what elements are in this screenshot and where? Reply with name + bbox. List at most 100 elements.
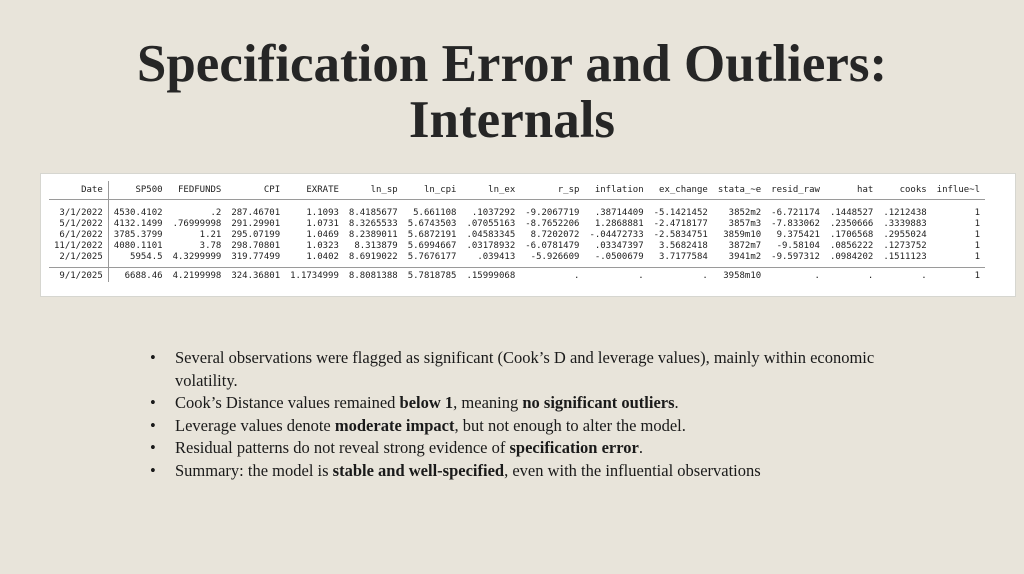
table-cell: .1448527 [829, 208, 874, 218]
table-cell: 1 [974, 230, 981, 240]
table-cell: 3785.3799 [113, 230, 163, 240]
table-cell: 4530.4102 [113, 208, 163, 218]
table-header-row: Date SP500 FEDFUNDS CPI EXRATE ln_sp ln_cpi ln_… [49, 181, 986, 200]
bullet-text: , even with the influential observations [504, 460, 761, 480]
table-cell: .07055163 [466, 219, 516, 229]
separator-cell [49, 267, 109, 268]
table-cell: 319.77499 [231, 252, 281, 262]
table-cell: 3.78 [199, 241, 222, 251]
separator-cell [766, 267, 825, 268]
table-cell: . [638, 271, 644, 281]
table-row: 9/1/2025 6688.46 4.2199998 324.36801 1.17349… [49, 268, 985, 282]
table-cell: 3/1/2022 [49, 199, 109, 219]
column-header: influe~l [931, 181, 986, 200]
table-cell: .15999068 [466, 271, 516, 281]
table-cell: 6/1/2022 [49, 230, 109, 241]
table-cell: .1273752 [883, 241, 927, 251]
table-cell: 1 [974, 208, 981, 218]
column-header: ex_change [648, 181, 713, 200]
table-cell: .03178932 [466, 241, 516, 251]
table-cell: 1 [974, 219, 981, 229]
table-cell: . [574, 271, 580, 281]
table-cell: 1.0469 [306, 230, 339, 240]
table-cell: .03347397 [594, 241, 644, 251]
table-cell: 5.6872191 [407, 230, 457, 240]
table-cell: 3.7177584 [659, 252, 708, 262]
table-cell: 8.8081388 [348, 271, 398, 281]
table-cell: 3857m3 [728, 219, 762, 229]
separator-cell [648, 267, 713, 268]
table-cell: 1.1734999 [290, 271, 339, 281]
table-cell: -.04472733 [589, 230, 644, 240]
column-header: hat [824, 181, 879, 200]
bullet-emphasis: no significant outliers [522, 393, 675, 412]
table-cell: . [867, 271, 874, 281]
table-cell: 6688.46 [124, 271, 163, 281]
column-header: Date [49, 181, 109, 200]
table-cell: 1 [974, 271, 981, 281]
table-cell: 295.07199 [231, 230, 281, 240]
column-header: resid_raw [766, 181, 825, 200]
table-cell: 1.2868881 [594, 219, 644, 229]
bullet-text: , but not enough to alter the model. [454, 415, 686, 435]
table-cell: -6.0781479 [525, 241, 580, 251]
table-cell: 1.0731 [306, 219, 339, 229]
table-cell: 8.2389011 [348, 230, 398, 240]
table-cell: -9.58104 [776, 241, 820, 251]
table-cell: .2955024 [883, 230, 927, 240]
table-cell: -2.4718177 [653, 219, 708, 229]
table-cell: -5.1421452 [653, 208, 708, 218]
separator-cell [824, 267, 879, 268]
table-cell: 4132.1499 [113, 219, 163, 229]
separator-cell [226, 267, 286, 268]
bullet-text: Cook’s Distance values remained [175, 393, 400, 412]
bullet-item: Residual patterns do not reveal strong e… [148, 437, 928, 460]
table-cell: 4.2199998 [172, 271, 222, 281]
table-cell: .0856222 [829, 241, 874, 251]
table-cell: 4080.1101 [113, 241, 163, 251]
table-cell: 3859m10 [723, 230, 762, 240]
bullet-list: Several observations were flagged as sig… [148, 347, 928, 482]
table-cell: 324.36801 [231, 271, 281, 281]
table-cell: 1.1093 [306, 208, 339, 218]
table-cell: 5.6994667 [407, 241, 457, 251]
column-header: r_sp [520, 181, 585, 200]
table-cell: 8.313879 [354, 241, 398, 251]
table-cell: -9.2067719 [525, 208, 580, 218]
table-cell: .1037292 [471, 208, 516, 218]
table-cell: 8.7202072 [530, 230, 580, 240]
separator-cell [520, 267, 585, 268]
table-cell: .0984202 [829, 252, 874, 262]
table-cell: 8.3265533 [348, 219, 398, 229]
table-cell: .2350666 [829, 219, 874, 229]
table-cell: 1.21 [199, 230, 222, 240]
slide-title-line-1: Specification Error and Outliers: [136, 35, 888, 93]
bullet-text: Summary: the model is [175, 460, 333, 480]
column-header: ln_ex [461, 181, 521, 200]
table-cell: 1 [974, 241, 981, 251]
bullet-emphasis: specification error [509, 438, 639, 457]
table-cell: 9.375421 [776, 230, 820, 240]
table-cell: 4.3299999 [172, 252, 222, 262]
bullet-text: . [638, 438, 643, 457]
table-cell: -2.5834751 [653, 230, 708, 240]
bullet-emphasis: stable and well-specified [332, 460, 505, 480]
column-header: inflation [584, 181, 649, 200]
bullet-text: , meaning [453, 393, 523, 412]
separator-cell [343, 267, 403, 268]
table-cell: 287.46701 [231, 208, 281, 218]
table-cell: -5.926609 [530, 252, 580, 262]
table-cell: 3.5682418 [659, 241, 708, 251]
table-cell: 1.0402 [306, 252, 339, 262]
table-cell: . [921, 271, 927, 281]
table-row: 5/1/2022 4132.1499 .76999998 291.29901 1.073… [49, 219, 985, 230]
stata-output-table-panel: Date SP500 FEDFUNDS CPI EXRATE ln_sp ln_cpi ln_… [40, 173, 1016, 297]
table-cell: -8.7652206 [525, 219, 580, 229]
table-cell: 1 [974, 252, 981, 262]
table-cell: .38714409 [594, 208, 644, 218]
table-cell: 5.661108 [413, 208, 457, 218]
table-cell: . [814, 271, 820, 281]
table-cell: 11/1/2022 [49, 241, 109, 252]
table-row: 2/1/2025 5954.5 4.3299999 319.77499 1.0402 8.… [49, 252, 985, 268]
table-cell: 5954.5 [130, 252, 163, 262]
